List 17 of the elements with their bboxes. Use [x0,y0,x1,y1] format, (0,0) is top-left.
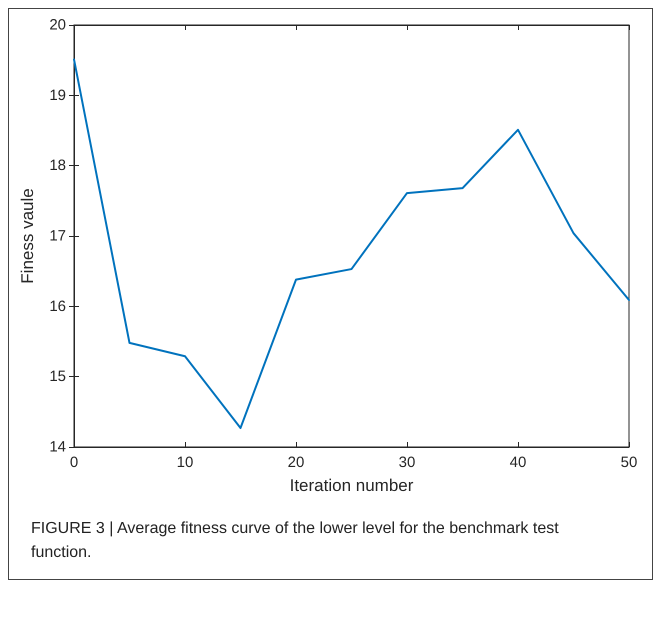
y-axis-title: Finess vaule [18,188,37,284]
y-tick-label: 18 [49,157,66,174]
caption: FIGURE 3 | Average fitness curve of the lower level for the benchmark test function. [31,519,560,563]
y-tick-label: 16 [49,298,66,315]
y-tick-label: 17 [49,228,66,244]
x-tick-label: 40 [510,454,526,471]
x-axis-title: Iteration number [290,476,414,495]
y-tick-label: 14 [49,438,66,456]
x-tick-label: 50 [620,454,638,471]
y-tick-label: 20 [49,16,66,34]
line-series [73,58,630,430]
x-tick-label: 0 [70,454,78,471]
x-tick-label: 10 [176,454,194,471]
x-tick-label: 20 [288,454,304,471]
y-tick-label: 19 [49,86,66,104]
y-tick-label: 15 [49,368,66,386]
x-tick-label: 30 [398,454,416,471]
